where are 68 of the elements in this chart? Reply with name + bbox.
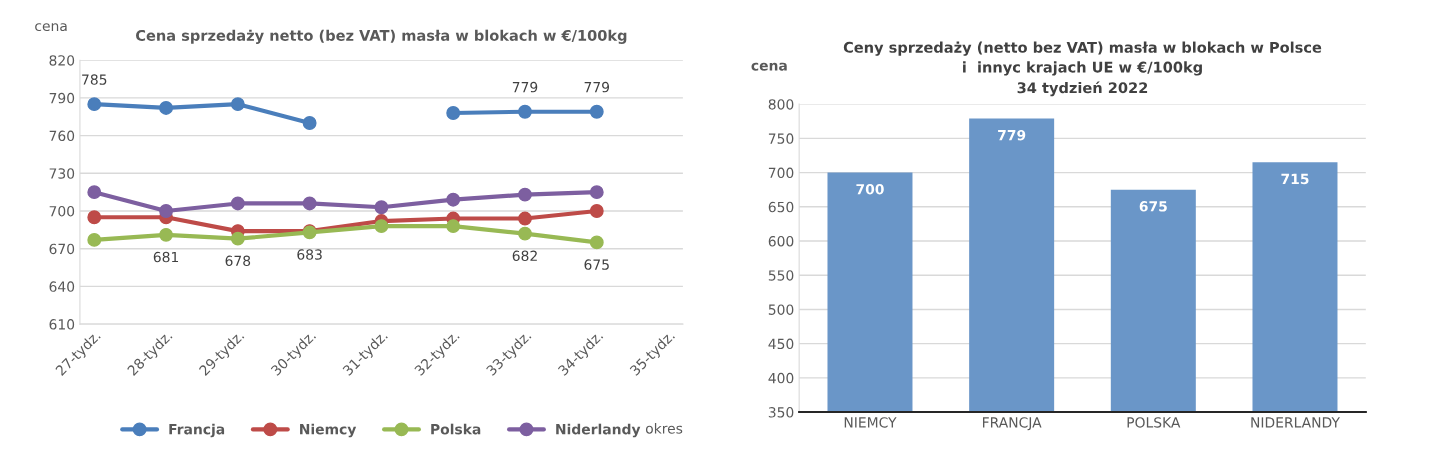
y-tick-label: 500 (768, 304, 794, 315)
point (518, 187, 532, 202)
point (230, 196, 245, 211)
y-tick-label: 400 (768, 372, 794, 384)
y-tick-label: 800 (768, 99, 794, 110)
chart-title: Ceny sprzedaży (netto bez VAT) masła w blokach w Polsce i innyc krajach UE w €/100kg 34 tydzień 2022 (843, 41, 1322, 97)
data-label: 683 (297, 249, 322, 260)
point (589, 185, 604, 200)
point (589, 235, 604, 250)
y-axis-title: cena (751, 62, 787, 71)
y-tick-label: 700 (49, 205, 75, 217)
point (518, 226, 532, 241)
data-label: 678 (225, 255, 251, 267)
x-tick-label: NIDERLANDY (1251, 417, 1340, 428)
point (159, 204, 174, 218)
legend-label: Niderlandy (556, 423, 641, 438)
y-axis-title: cena (35, 23, 67, 32)
point (446, 106, 461, 120)
point (302, 196, 317, 211)
legend-label: Francja (169, 423, 225, 438)
point (87, 97, 102, 112)
point (87, 210, 102, 225)
x-axis-title: okres (645, 422, 683, 434)
y-tick-label: 640 (49, 281, 75, 292)
x-tick-label: NIEMCY (844, 417, 897, 428)
y-tick-label: 550 (768, 270, 794, 281)
point (159, 227, 174, 242)
point (446, 192, 461, 207)
point (230, 97, 245, 112)
y-tick-label: 350 (768, 407, 794, 418)
data-label: 675 (584, 259, 609, 270)
y-tick-label: 730 (49, 168, 75, 179)
y-tick-label: 670 (49, 243, 75, 255)
point (87, 185, 102, 200)
legend-label: Niemcy (300, 423, 357, 438)
y-tick-label: 610 (49, 319, 75, 330)
data-label: 682 (512, 250, 537, 262)
data-label: 681 (153, 251, 179, 263)
y-tick-label: 820 (49, 55, 75, 66)
chart-title: Cena sprzedaży netto (bez VAT) masła w blokach w €/100kg (136, 29, 627, 44)
point (518, 104, 532, 119)
data-label: 700 (856, 183, 884, 195)
point (589, 104, 604, 119)
point (518, 211, 532, 226)
y-tick-label: 700 (768, 167, 794, 179)
y-tick-label: 600 (768, 235, 794, 247)
legend-label: Polska (431, 423, 481, 435)
point (87, 232, 102, 247)
point (302, 116, 317, 130)
point (589, 204, 604, 218)
point (446, 219, 461, 234)
point (230, 231, 245, 246)
data-label: 715 (1281, 173, 1309, 185)
y-tick-label: 450 (768, 338, 794, 350)
point (374, 200, 389, 215)
data-label: 779 (512, 81, 538, 93)
x-tick-label: FRANCJA (983, 417, 1042, 431)
data-label: 675 (1139, 201, 1167, 212)
data-label: 779 (998, 129, 1026, 141)
y-tick-label: 760 (49, 130, 75, 142)
point (159, 101, 174, 115)
data-label: 779 (584, 81, 610, 93)
point (374, 219, 389, 234)
x-tick-label: POLSKA (1127, 417, 1181, 428)
y-tick-label: 750 (768, 133, 794, 144)
y-tick-label: 650 (768, 201, 794, 213)
data-label: 785 (82, 74, 107, 85)
y-tick-label: 790 (49, 92, 75, 104)
